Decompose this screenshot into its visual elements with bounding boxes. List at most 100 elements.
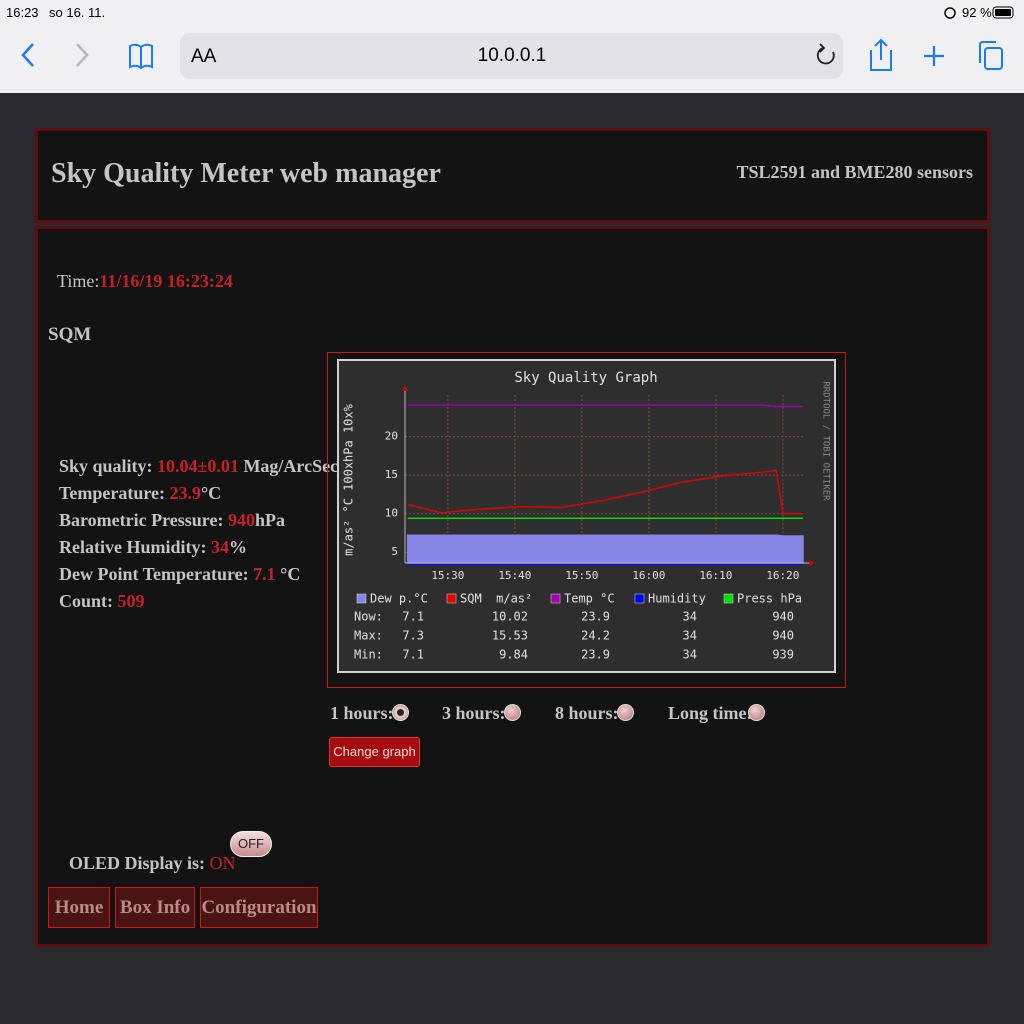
time-value: 11/16/19 16:23:24 xyxy=(99,271,233,291)
stats-value: 10.02 xyxy=(492,610,528,624)
legend-swatch xyxy=(723,593,734,604)
oled-state: ON xyxy=(209,853,236,873)
series-line xyxy=(407,469,803,515)
stats-value: 7.1 xyxy=(402,648,424,662)
stats-value: 940 xyxy=(772,610,794,624)
legend-swatch xyxy=(634,593,645,604)
page-title: Sky Quality Meter web manager xyxy=(51,158,441,189)
reading-value: 940 xyxy=(227,510,255,530)
stats-value: 940 xyxy=(772,629,794,643)
stats-value: 9.84 xyxy=(499,648,528,662)
url: 10.0.0.1 xyxy=(477,45,547,66)
x-tick-label: 15:50 xyxy=(565,569,598,582)
stats-value: 34 xyxy=(683,648,697,662)
reading-unit: °C xyxy=(275,564,301,584)
legend-swatch xyxy=(550,593,561,604)
reading-value: 23.9 xyxy=(169,483,201,503)
reading-unit: Mag/ArcSec² xyxy=(238,456,344,476)
stats-value: 24.2 xyxy=(581,629,610,643)
legend-swatch xyxy=(356,593,367,604)
stats-value: 23.9 xyxy=(581,610,610,624)
radio-label: 8 hours: xyxy=(555,703,619,723)
nav-button[interactable]: Box Info xyxy=(115,887,195,928)
change-graph-button[interactable]: Change graph xyxy=(329,737,420,767)
stats-value: 7.1 xyxy=(402,610,424,624)
time-row: Time:11/16/19 16:23:24 xyxy=(57,271,233,292)
y-tick-label: 10 xyxy=(385,507,398,520)
stats-value: 34 xyxy=(683,629,697,643)
status-time: 16:23 xyxy=(6,5,39,20)
x-tick-label: 15:30 xyxy=(431,569,464,582)
stats-label: Max: xyxy=(354,629,383,643)
forward-button[interactable] xyxy=(76,43,89,67)
legend-swatch xyxy=(446,593,457,604)
reading-label: Barometric Pressure: xyxy=(59,510,228,530)
graph-frame xyxy=(327,352,846,688)
reading-unit: °C xyxy=(200,483,222,503)
bookmarks-button[interactable] xyxy=(129,43,153,70)
stats-value: 34 xyxy=(683,610,697,624)
stats-value: 939 xyxy=(772,648,794,662)
x-tick-label: 16:20 xyxy=(766,569,799,582)
text-size-button[interactable]: AA xyxy=(191,46,217,67)
x-tick-label: 16:00 xyxy=(632,569,665,582)
section-title: SQM xyxy=(48,324,92,345)
battery-level: 92 % xyxy=(962,5,992,20)
radio-button[interactable] xyxy=(617,704,634,721)
radio-label: 1 hours: xyxy=(330,703,394,723)
new-tab-button[interactable] xyxy=(924,46,944,66)
reading: Sky quality: 10.04±0.01 Mag/ArcSec² xyxy=(59,456,343,477)
reading-label: Dew Point Temperature: xyxy=(59,564,254,584)
reading: Temperature: 23.9°C xyxy=(59,483,221,504)
nav-button[interactable]: Home xyxy=(48,887,110,928)
y-tick-label: 15 xyxy=(385,468,398,481)
lock-icon xyxy=(944,7,956,19)
series-line xyxy=(407,404,803,408)
oled-status: OLED Display is: ON xyxy=(60,832,236,874)
stats-label: Min: xyxy=(354,648,383,662)
radio-label: 3 hours: xyxy=(442,703,506,723)
radio-button[interactable] xyxy=(504,704,521,721)
reading-label: Relative Humidity: xyxy=(59,537,211,557)
time-label: Time: xyxy=(57,271,100,291)
stats-label: Now: xyxy=(354,610,383,624)
address-field[interactable] xyxy=(180,33,843,79)
battery-fill xyxy=(995,9,1011,16)
y-tick-label: 20 xyxy=(385,430,398,443)
legend-label: Temp °C xyxy=(564,592,615,606)
legend-label: Dew p.°C xyxy=(370,592,428,606)
oled-toggle[interactable]: OFF xyxy=(230,831,272,857)
legend-label: Humidity xyxy=(648,592,706,606)
share-button[interactable] xyxy=(870,38,892,71)
legend-label: Press hPa xyxy=(737,592,802,606)
browser-chrome: 16:23 so 16. 11. 92 % AA 10.0.0.1 xyxy=(0,0,1024,93)
status-date: so 16. 11. xyxy=(49,5,106,20)
toolbar-icons xyxy=(21,6,1014,79)
reading-unit: hPa xyxy=(254,510,285,530)
reading-value: 34 xyxy=(210,537,229,557)
reading-label: Temperature: xyxy=(59,483,170,503)
radio-button[interactable] xyxy=(392,704,409,721)
header: Sky Quality Meter web manager TSL2591 an… xyxy=(35,128,990,223)
graph-canvas xyxy=(337,359,836,673)
series-area xyxy=(406,534,804,564)
stats-value: 7.3 xyxy=(402,629,424,643)
page-subtitle: TSL2591 and BME280 sensors xyxy=(736,162,973,182)
reading: Barometric Pressure: 940hPa xyxy=(59,510,285,531)
reload-button[interactable] xyxy=(816,43,835,65)
x-tick-label: 16:10 xyxy=(699,569,732,582)
graph-title: Sky Quality Graph xyxy=(514,370,657,386)
reading-value: 7.1 xyxy=(253,564,276,584)
reading-label: Sky quality: xyxy=(59,456,158,476)
tabs-button-back xyxy=(979,41,996,63)
graph-credit: RRDTOOL / TOBI OETIKER xyxy=(821,381,831,501)
back-button[interactable] xyxy=(21,43,34,67)
tabs-button[interactable] xyxy=(984,47,1003,70)
nav-button[interactable]: Configuration xyxy=(200,887,318,928)
stats-value: 23.9 xyxy=(581,648,610,662)
reading-value: 509 xyxy=(117,591,145,611)
y-tick-label: 5 xyxy=(391,545,398,558)
reading-unit: % xyxy=(228,537,247,557)
radio-button[interactable] xyxy=(748,704,765,721)
oled-label: OLED Display is: xyxy=(69,853,210,873)
